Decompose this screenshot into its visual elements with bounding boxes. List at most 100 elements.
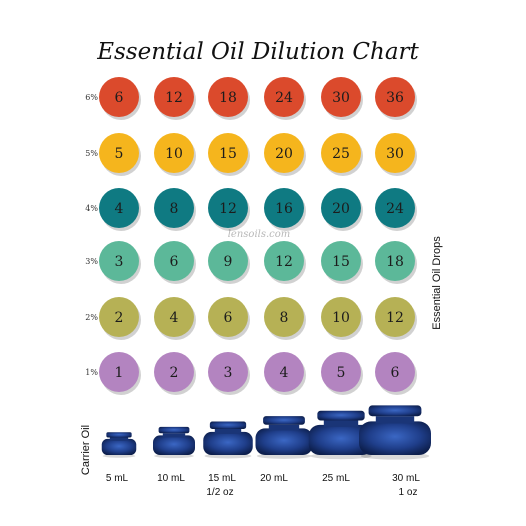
drop-circle [321,133,361,173]
row-label: 1% [85,368,98,377]
drop-circle [99,241,139,281]
drop-count: 12 [275,254,293,270]
drop-count: 24 [386,201,404,217]
row-label: 2% [85,313,98,322]
drop-count: 8 [280,310,289,326]
drop-count: 5 [115,146,124,162]
drop-count: 15 [219,146,237,162]
drop-circle [208,297,248,337]
carrier-bottle [255,416,313,459]
drop-circle [208,352,248,392]
drop-circle [375,241,415,281]
y-axis-label: Essential Oil Drops [431,236,443,330]
drop-count: 12 [165,90,183,106]
chart-title: Essential Oil Dilution Chart [96,39,419,65]
drop-circle [264,188,304,228]
drop-count: 24 [275,90,293,106]
drop-circle [154,241,194,281]
drop-circle [264,297,304,337]
drop-count: 6 [224,310,233,326]
drop-count: 18 [386,254,404,270]
drop-count: 10 [165,146,183,162]
drop-circle [375,352,415,392]
carrier-oil-volume: 25 mL [322,473,350,484]
drop-count: 3 [224,365,233,381]
drop-circle [375,77,415,117]
drop-count: 4 [115,201,124,217]
drop-circle [154,133,194,173]
drop-circle [208,133,248,173]
carrier-oil-volume: 30 mL [392,473,420,484]
drop-circle [154,77,194,117]
row-label: 5% [85,149,98,158]
drop-count: 10 [332,310,350,326]
drop-count: 8 [170,201,179,217]
carrier-oil-ounces: 1 oz [399,487,418,498]
drop-circle [321,188,361,228]
drop-count: 36 [386,90,404,106]
carrier-oil-volume: 15 mL [208,473,236,484]
drop-circle [208,188,248,228]
drop-circle [375,297,415,337]
drop-count: 15 [332,254,350,270]
drop-circle [154,352,194,392]
drop-count: 16 [275,201,293,217]
drop-count: 1 [115,365,124,381]
drop-circle [154,188,194,228]
drop-circle [99,77,139,117]
watermark: lensoils.com [228,229,291,240]
row-label: 4% [85,204,98,213]
carrier-bottle [203,421,253,459]
drop-count: 9 [224,254,233,270]
carrier-oil-labels: 5 mL 10 mL 15 mL 1/2 oz 20 mL 25 mL 30 mL 1 oz [106,473,420,498]
drop-circle [208,77,248,117]
drop-circle [154,297,194,337]
carrier-oil-ounces: 1/2 oz [206,487,233,498]
drop-count: 25 [332,146,350,162]
drop-count: 20 [332,201,350,217]
carrier-bottle [308,410,374,460]
carrier-oil-volume: 5 mL [106,473,129,484]
carrier-bottle [153,426,195,459]
drop-circle [321,241,361,281]
x-axis-label: Carrier Oil [80,425,92,475]
drop-count: 30 [386,146,404,162]
drop-circle [321,77,361,117]
carrier-bottle [359,405,431,460]
row-label: 3% [85,257,98,266]
drop-count: 6 [170,254,179,270]
drop-count: 12 [219,201,237,217]
drop-count: 18 [219,90,237,106]
drop-count: 20 [275,146,293,162]
drop-circle [99,188,139,228]
drop-count: 5 [337,365,346,381]
drop-circle [99,297,139,337]
drop-circle [375,133,415,173]
drop-circle [264,77,304,117]
drop-count: 2 [115,310,124,326]
drop-count: 2 [170,365,179,381]
drop-circle [375,188,415,228]
carrier-oil-volume: 10 mL [157,473,185,484]
drop-count: 6 [391,365,400,381]
drop-count: 4 [170,310,179,326]
drop-circle [264,133,304,173]
drop-count: 6 [115,90,124,106]
carrier-bottle [101,432,137,458]
drop-count: 4 [280,365,289,381]
drop-circle [264,241,304,281]
bottle-row [101,405,431,460]
drop-count: 12 [386,310,404,326]
drop-circle [264,352,304,392]
drop-circle [99,133,139,173]
drop-grid: 6% 6 12 18 24 30 365% 5 10 15 20 25 304% 4 8 12 16 20 243%… [85,77,417,395]
drop-circle [321,297,361,337]
drop-count: 30 [332,90,350,106]
carrier-oil-volume: 20 mL [260,473,288,484]
drop-count: 3 [115,254,124,270]
drop-circle [321,352,361,392]
drop-circle [208,241,248,281]
row-label: 6% [85,93,98,102]
drop-circle [99,352,139,392]
